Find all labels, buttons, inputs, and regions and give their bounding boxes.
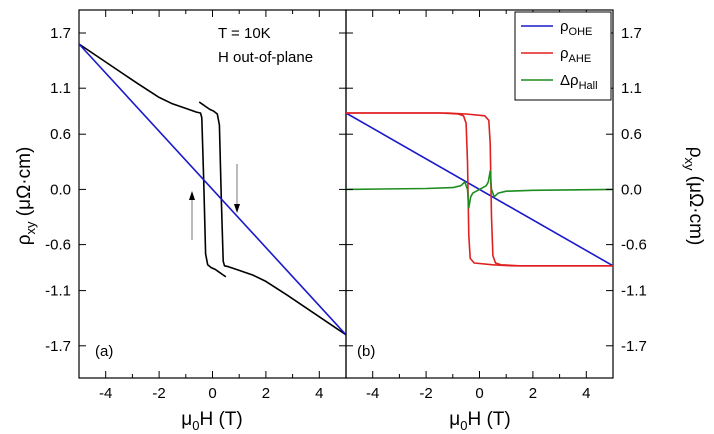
panel-a: -4 -2 0 2 4 1.7 1.1 0.6 0.0 -0.6 -1.1 -1.7 T = 10K… (14, 9, 347, 433)
legend-label-3: ΔρHall (560, 72, 598, 92)
panel-b-series (345, 112, 614, 267)
panel-b-x-tick-label: 4 (582, 385, 590, 402)
panel-b-x-ticks: -4 -2 0 2 4 (345, 10, 614, 402)
panel-b-x-tick-label: 2 (529, 385, 537, 402)
panel-a-x-tick-label: 0 (208, 385, 216, 402)
panel-b-y-tick-label: 1.7 (621, 25, 642, 42)
panel-b-x-axis-title: μ0H (T) (449, 409, 510, 433)
panel-b: -4 -2 0 2 4 1.7 1.1 0.6 0.0 -0.6 -1.1 -1.7 (b) ρOH… (345, 9, 706, 433)
panel-b-y-tick-label: 1.1 (621, 80, 642, 97)
panel-a-series (78, 43, 347, 336)
legend-label-0: ρOHE (560, 18, 592, 38)
panel-b-y-tick-label: 0.0 (621, 181, 642, 198)
panel-a-x-tick-label: 2 (262, 385, 270, 402)
panel-a-y-tick-label: -1.1 (45, 283, 71, 300)
panel-b-series-line-2 (346, 112, 613, 267)
panel-b-x-tick-label: -2 (419, 385, 432, 402)
panel-b-series-line-3 (345, 170, 614, 209)
panel-b-y-axis-title: ρxy (μΩ·cm) (682, 147, 706, 246)
panel-a-y-tick-label: -0.6 (45, 237, 71, 254)
panel-b-y-tick-label: -1.7 (621, 338, 647, 355)
panel-a-y-tick-label: 1.7 (50, 25, 71, 42)
panel-b-x-tick-label: 0 (475, 385, 483, 402)
panel-a-x-axis-title: μ0H (T) (181, 409, 242, 433)
annotation-temperature: T = 10K (218, 25, 271, 42)
panel-a-x-ticks: -4 -2 0 2 4 (78, 10, 347, 402)
panel-a-y-axis-title: ρxy (μΩ·cm) (14, 147, 38, 246)
panel-b-y-tick-label: 0.6 (621, 126, 642, 143)
panel-a-series-line-1 (198, 101, 347, 336)
annotation-field-direction: H out-of-plane (218, 49, 313, 66)
panel-a-series-line-0 (78, 43, 227, 278)
panel-a-y-tick-label: 1.1 (50, 80, 71, 97)
panel-b-y-tick-label: -0.6 (621, 237, 647, 254)
panel-a-y-tick-label: -1.7 (45, 338, 71, 355)
legend-label-1: ρAHE (560, 45, 591, 65)
panel-a-label: (a) (95, 343, 113, 360)
panel-b-label: (b) (357, 343, 375, 360)
panel-b-y-ticks: 1.7 1.1 0.6 0.0 -0.6 -1.1 -1.7 (346, 25, 647, 355)
panel-a-y-ticks: 1.7 1.1 0.6 0.0 -0.6 -1.1 -1.7 (45, 25, 346, 355)
sweep-down-arrow (234, 164, 240, 213)
panel-a-y-tick-label: 0.6 (50, 126, 71, 143)
sweep-up-arrow (189, 191, 195, 240)
panel-a-x-tick-label: -2 (152, 385, 165, 402)
panel-b-y-tick-label: -1.1 (621, 283, 647, 300)
panel-a-y-tick-label: 0.0 (50, 181, 71, 198)
legend: ρOHE ρAHE ΔρHall (514, 11, 612, 101)
panel-a-x-tick-label: 4 (315, 385, 323, 402)
panel-a-series-line-2 (78, 43, 347, 336)
panel-a-x-tick-label: -4 (99, 385, 112, 402)
panel-b-x-tick-label: -4 (366, 385, 379, 402)
